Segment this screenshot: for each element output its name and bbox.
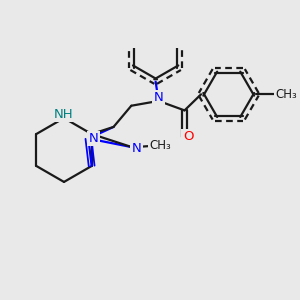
Text: N: N [132, 142, 142, 155]
Text: NH: NH [54, 108, 74, 121]
Text: N: N [154, 91, 164, 104]
Text: N: N [89, 132, 98, 145]
Text: CH₃: CH₃ [149, 139, 171, 152]
Text: CH₃: CH₃ [276, 88, 297, 101]
Text: O: O [183, 130, 193, 143]
